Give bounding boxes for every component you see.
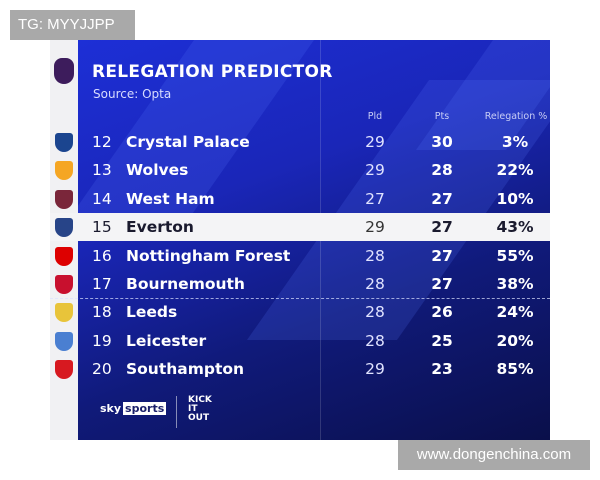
played: 27 — [365, 190, 385, 208]
played: 29 — [365, 360, 385, 378]
team-name: Crystal Palace — [126, 133, 250, 151]
team-name: Southampton — [126, 360, 245, 378]
relegation-line — [50, 298, 550, 299]
team-crest-icon — [55, 247, 73, 266]
team-crest-icon — [55, 161, 73, 180]
rank: 14 — [92, 190, 112, 208]
rank: 18 — [92, 303, 112, 321]
sky-sports-logo: sky sports — [100, 402, 167, 415]
table-row: 19 Leicester 28 25 20% — [50, 327, 550, 355]
points: 30 — [431, 133, 453, 151]
team-name: West Ham — [126, 190, 215, 208]
team-crest-icon — [55, 360, 73, 379]
team-name: Leicester — [126, 332, 207, 350]
table-row: 13 Wolves 29 28 22% — [50, 156, 550, 184]
points: 27 — [431, 275, 453, 293]
col-header-pts: Pts — [434, 111, 450, 122]
relegation-pct: 20% — [496, 332, 534, 350]
relegation-pct: 38% — [496, 275, 534, 293]
team-name: Bournemouth — [126, 275, 245, 293]
points: 23 — [431, 360, 453, 378]
relegation-pct: 3% — [501, 133, 529, 151]
rank: 16 — [92, 247, 112, 265]
rank: 12 — [92, 133, 112, 151]
watermark-top-left: TG: MYYJJPP — [10, 10, 135, 40]
table-row: 17 Bournemouth 28 27 38% — [50, 270, 550, 298]
points: 27 — [431, 218, 453, 236]
rank: 13 — [92, 161, 112, 179]
rank: 15 — [92, 218, 112, 236]
rank: 20 — [92, 360, 112, 378]
relegation-pct: 10% — [496, 190, 534, 208]
relegation-pct: 24% — [496, 303, 534, 321]
team-name: Wolves — [126, 161, 189, 179]
table-row: 15 Everton 29 27 43% — [50, 213, 550, 241]
played: 29 — [365, 218, 385, 236]
table-row: 14 West Ham 27 27 10% — [50, 185, 550, 213]
relegation-pct: 43% — [496, 218, 534, 236]
premier-league-logo — [54, 58, 74, 84]
col-header-pld: Pld — [367, 111, 383, 122]
played: 28 — [365, 247, 385, 265]
points: 27 — [431, 247, 453, 265]
col-header-relegation: Relegation % — [484, 111, 548, 122]
points: 25 — [431, 332, 453, 350]
team-crest-icon — [55, 133, 73, 152]
team-name: Leeds — [126, 303, 178, 321]
team-name: Everton — [126, 218, 194, 236]
team-crest-icon — [55, 275, 73, 294]
points: 28 — [431, 161, 453, 179]
relegation-pct: 22% — [496, 161, 534, 179]
points: 27 — [431, 190, 453, 208]
table-row: 20 Southampton 29 23 85% — [50, 355, 550, 383]
rank: 17 — [92, 275, 112, 293]
footer-divider — [176, 396, 177, 428]
watermark-bottom-right: www.dongenchina.com — [398, 440, 590, 470]
team-name: Nottingham Forest — [126, 247, 291, 265]
rank: 19 — [92, 332, 112, 350]
table-row: 12 Crystal Palace 29 30 3% — [50, 128, 550, 156]
played: 28 — [365, 303, 385, 321]
relegation-pct: 55% — [496, 247, 534, 265]
team-crest-icon — [55, 190, 73, 209]
source-label: Source: Opta — [93, 87, 172, 101]
team-crest-icon — [55, 303, 73, 322]
table-row: 16 Nottingham Forest 28 27 55% — [50, 242, 550, 270]
page-title: RELEGATION PREDICTOR — [92, 62, 333, 82]
played: 28 — [365, 332, 385, 350]
points: 26 — [431, 303, 453, 321]
table-row: 18 Leeds 28 26 24% — [50, 298, 550, 326]
team-crest-icon — [55, 332, 73, 351]
played: 28 — [365, 275, 385, 293]
played: 29 — [365, 133, 385, 151]
relegation-pct: 85% — [496, 360, 534, 378]
team-crest-icon — [55, 218, 73, 237]
kick-it-out-logo: KICK IT OUT — [188, 395, 212, 423]
played: 29 — [365, 161, 385, 179]
